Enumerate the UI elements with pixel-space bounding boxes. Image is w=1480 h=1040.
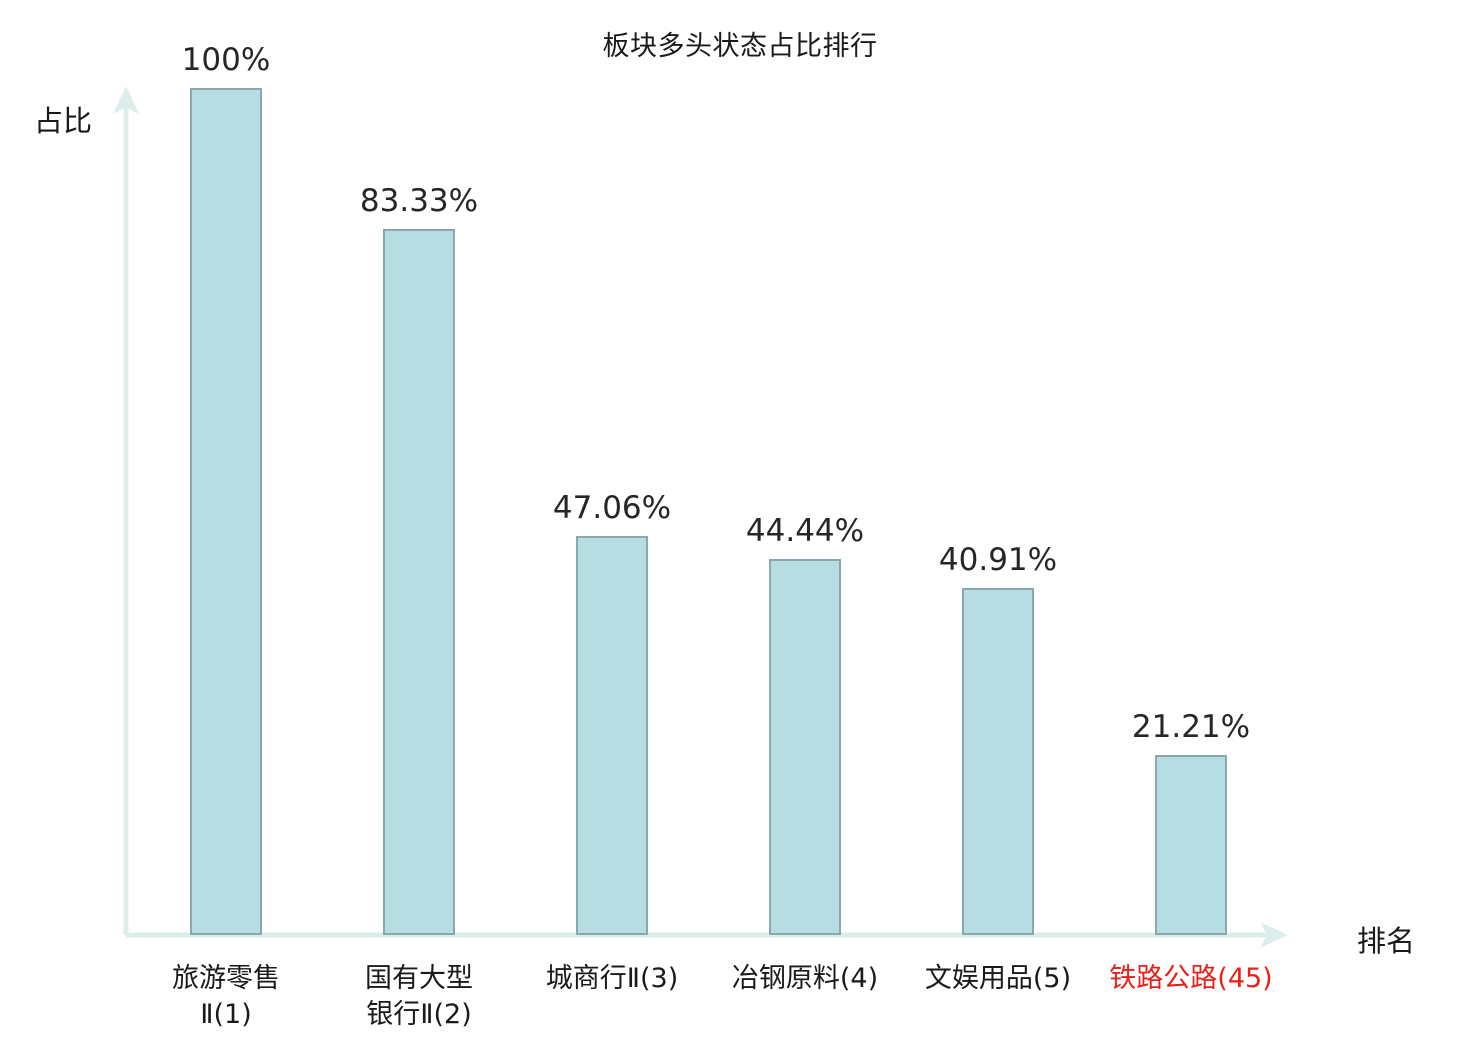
x-axis-label: 排名 [1357,924,1416,958]
x-tick-label: 旅游零售 Ⅱ(1) [172,963,280,1030]
bar-value-label: 83.33% [359,183,479,219]
y-axis-label: 占比 [34,104,93,138]
x-tick-label: 冶钢原料(4) [731,963,879,994]
x-tick-label: 国有大型 银行Ⅱ(2) [365,963,473,1030]
bar-rect[interactable] [1155,755,1227,935]
bar-rect[interactable] [383,229,455,935]
bar-rect[interactable] [576,536,648,935]
bar-value-label: 21.21% [1131,709,1251,745]
x-tick-label: 城商行Ⅱ(3) [545,963,679,994]
bar-group[interactable]: 83.33% 国有大型 银行Ⅱ(2) [339,183,499,1030]
bar-value-label: 44.44% [745,513,865,549]
x-tick-label: 铁路公路(45) [1109,963,1273,994]
bar-group[interactable]: 40.91% 文娱用品(5) [918,542,1078,994]
bar-rect[interactable] [769,559,841,935]
x-tick-label: 文娱用品(5) [924,963,1072,994]
bar-value-label: 47.06% [552,490,672,526]
bar-group[interactable]: 21.21% 铁路公路(45) [1109,709,1272,994]
bar-group[interactable]: 47.06% 城商行Ⅱ(3) [532,490,692,994]
bar-rect[interactable] [190,88,262,935]
bar-value-label: 100% [181,42,271,78]
chart-title: 板块多头状态占比排行 [602,31,878,62]
bar-group[interactable]: 100% 旅游零售 Ⅱ(1) [146,42,306,1030]
bar-value-label: 40.91% [938,542,1058,578]
bar-rect[interactable] [962,588,1034,935]
bar-group[interactable]: 44.44% 冶钢原料(4) [725,513,885,994]
